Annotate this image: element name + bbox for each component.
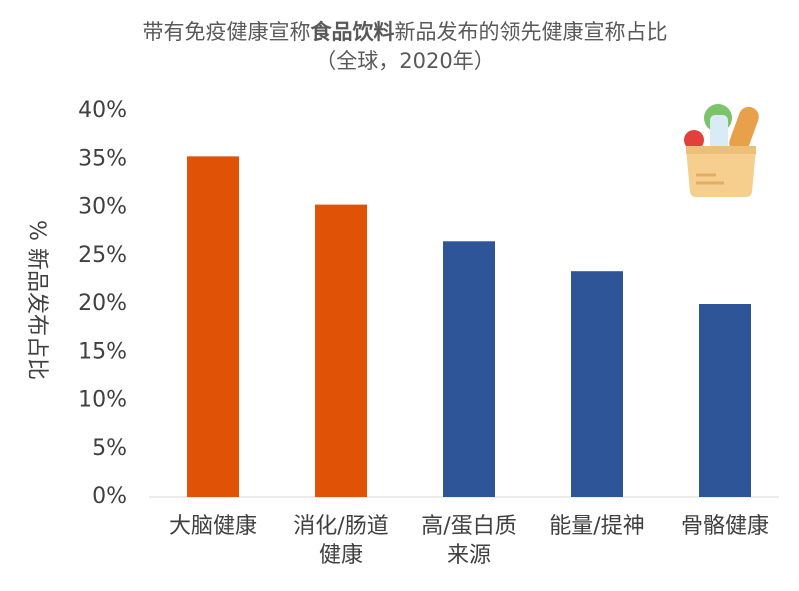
- x-tick-label: 消化/肠道健康: [293, 514, 388, 568]
- x-tick-label: 能量/提神: [549, 514, 644, 539]
- bar: [187, 156, 239, 498]
- title-part: 带有免疫健康宣称: [143, 20, 311, 44]
- y-tick-label: 0%: [92, 484, 127, 509]
- bar: [443, 241, 495, 497]
- y-tick-label: 5%: [92, 436, 127, 461]
- chart-subtitle: （全球，2020年）: [315, 49, 494, 73]
- title-part: 食品饮料: [311, 20, 395, 44]
- y-tick-label: 40%: [78, 98, 127, 123]
- x-tick-label: 高/蛋白质来源: [421, 514, 516, 568]
- title-part: 新品发布的领先健康宣称占比: [395, 20, 668, 44]
- food-icon: [684, 104, 759, 197]
- bar: [699, 304, 751, 497]
- bar: [571, 271, 623, 497]
- y-tick-label: 10%: [78, 388, 127, 413]
- y-tick-label: 15%: [78, 339, 127, 364]
- x-tick-label: 大脑健康: [169, 514, 257, 539]
- chart-title: 带有免疫健康宣称食品饮料新品发布的领先健康宣称占比: [143, 20, 668, 44]
- y-tick-label: 35%: [78, 146, 127, 171]
- y-tick-label: 30%: [78, 195, 127, 220]
- x-tick-label: 骨骼健康: [681, 514, 769, 539]
- bar: [315, 204, 367, 498]
- y-tick-label: 25%: [78, 243, 127, 268]
- y-axis-label: % 新品发布占比: [24, 220, 49, 380]
- y-tick-label: 20%: [78, 291, 127, 316]
